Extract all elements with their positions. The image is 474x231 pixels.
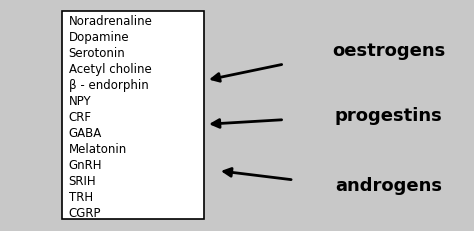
- Text: Serotonin: Serotonin: [69, 47, 126, 60]
- Text: Melatonin: Melatonin: [69, 143, 127, 155]
- Text: CRF: CRF: [69, 111, 92, 124]
- Text: GABA: GABA: [69, 127, 102, 140]
- Text: GnRH: GnRH: [69, 159, 102, 172]
- Text: CGRP: CGRP: [69, 207, 101, 219]
- Text: SRIH: SRIH: [69, 175, 96, 188]
- Text: NPY: NPY: [69, 95, 91, 108]
- Text: Noradrenaline: Noradrenaline: [69, 15, 153, 28]
- Text: Dopamine: Dopamine: [69, 31, 129, 44]
- Bar: [62, 12, 204, 219]
- Text: androgens: androgens: [335, 176, 442, 194]
- Text: progestins: progestins: [335, 106, 443, 125]
- Text: TRH: TRH: [69, 191, 93, 204]
- Text: β - endorphin: β - endorphin: [69, 79, 148, 91]
- Text: Acetyl choline: Acetyl choline: [69, 63, 152, 76]
- Text: oestrogens: oestrogens: [332, 42, 445, 60]
